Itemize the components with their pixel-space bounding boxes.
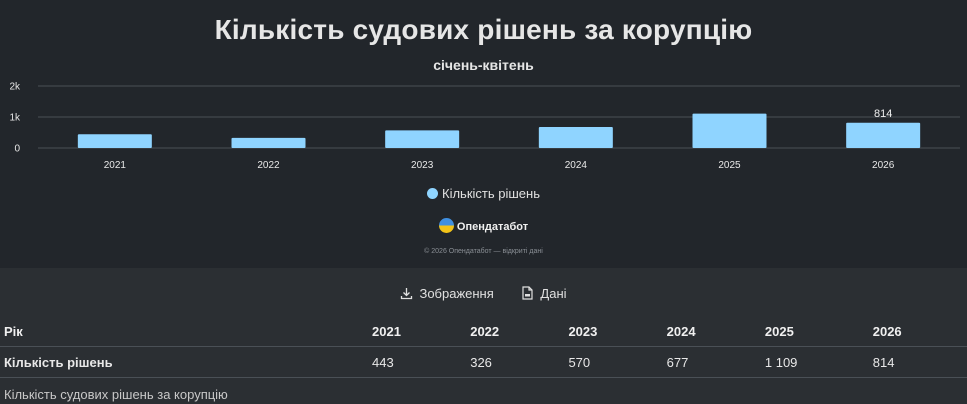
table-cell: 443 (368, 346, 467, 378)
table-header-row: Рік 2021 2022 2023 2024 2025 2026 (0, 316, 967, 347)
download-icon (401, 288, 413, 300)
bar[interactable] (538, 127, 613, 148)
table-year-header: 2022 (470, 323, 500, 339)
x-tick-label: 2024 (565, 160, 588, 171)
x-tick-label: 2026 (872, 160, 895, 171)
x-tick-label: 2023 (411, 160, 434, 171)
table-cell: 677 (662, 346, 761, 378)
legend[interactable]: Кількість рішень (0, 186, 967, 201)
bar[interactable] (231, 137, 306, 148)
brand: Опендатабот (0, 218, 967, 233)
table-year-header: 2021 (372, 323, 401, 339)
data-table: Рік 2021 2022 2023 2024 2025 2026 Кількі… (0, 316, 967, 378)
table-row-label: Кількість рішень (0, 346, 368, 378)
legend-swatch (427, 188, 439, 199)
table-header-label: Рік (4, 323, 23, 339)
chart-subtitle: січень-квітень (433, 57, 534, 73)
x-tick-label: 2025 (718, 160, 741, 171)
table-row: Кількість рішень 443 326 570 677 1 109 8… (0, 346, 967, 378)
bar[interactable] (77, 134, 152, 148)
y-tick-label: 0 (14, 144, 20, 155)
bar[interactable] (385, 130, 460, 148)
x-tick-label: 2021 (104, 160, 127, 171)
chart-panel: Кількість судових рішень за корупцію січ… (0, 14, 967, 255)
table-year-header: 2024 (666, 323, 696, 339)
copyright: © 2026 Опендатабот — відкриті дані (424, 248, 543, 255)
table-year-header: 2023 (568, 323, 598, 339)
csv-file-icon (522, 286, 534, 300)
opendatabot-logo-icon (438, 218, 454, 233)
chart-title: Кількість судових рішень за корупцію (214, 14, 753, 45)
bar[interactable] (846, 122, 921, 148)
download-image-button[interactable]: Зображення (400, 286, 494, 301)
table-cell: 1 109 (760, 346, 869, 378)
legend-label: Кількість рішень (442, 186, 540, 201)
bar-chart: 0 1k 2k 2021 2022 2023 2024 2025 2026 814 (9, 82, 960, 171)
bar[interactable] (692, 113, 767, 148)
data-label: 814 (874, 108, 892, 120)
table-caption: Кількість судових рішень за корупцію (4, 387, 228, 402)
y-tick-label: 1k (9, 113, 21, 124)
y-tick-label: 2k (9, 82, 21, 93)
table-cell: 570 (564, 346, 663, 378)
table-cell: 814 (868, 346, 967, 378)
table-year-header: 2026 (872, 323, 902, 339)
actions-bar: Зображення Дані (0, 286, 967, 301)
table-cell: 326 (466, 346, 565, 378)
download-data-label: Дані (540, 286, 567, 301)
x-tick-label: 2022 (257, 160, 280, 171)
download-image-label: Зображення (419, 286, 494, 301)
download-data-button[interactable]: Дані (521, 286, 567, 301)
brand-name: Опендатабот (456, 221, 529, 233)
table-year-header: 2025 (764, 323, 794, 339)
